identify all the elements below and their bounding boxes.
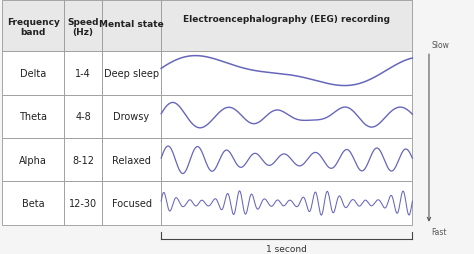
Text: 4-8: 4-8 [75,112,91,122]
Text: Focused: Focused [111,198,152,208]
Text: Mental state: Mental state [99,20,164,29]
Bar [2,95,64,138]
Bar [64,138,102,182]
Bar [2,182,64,225]
Bar [2,52,64,95]
Text: Drowsy: Drowsy [113,112,150,122]
Bar [64,52,102,95]
Text: Speed
(Hz): Speed (Hz) [67,18,99,37]
Bar [64,182,102,225]
Text: Deep sleep: Deep sleep [104,69,159,79]
Bar [102,95,161,138]
Bar [161,95,412,138]
Text: 1-4: 1-4 [75,69,91,79]
Bar [2,1,64,52]
Text: Relaxed: Relaxed [112,155,151,165]
Text: 1 second: 1 second [266,244,307,253]
Bar [161,138,412,182]
Text: Alpha: Alpha [19,155,47,165]
Bar [102,52,161,95]
Bar [64,95,102,138]
Text: Slow: Slow [431,41,449,50]
Text: 8-12: 8-12 [72,155,94,165]
Text: Frequency
band: Frequency band [7,18,60,37]
Bar [2,138,64,182]
Bar [102,182,161,225]
Text: Theta: Theta [19,112,47,122]
Bar [102,138,161,182]
Bar [161,1,412,52]
Bar [102,1,161,52]
Text: Fast: Fast [431,227,447,236]
Bar [161,52,412,95]
Text: Electroencephalography (EEG) recording: Electroencephalography (EEG) recording [183,14,390,24]
Bar [64,1,102,52]
Bar [161,182,412,225]
Text: Delta: Delta [20,69,46,79]
Text: 12-30: 12-30 [69,198,97,208]
Text: Beta: Beta [22,198,45,208]
